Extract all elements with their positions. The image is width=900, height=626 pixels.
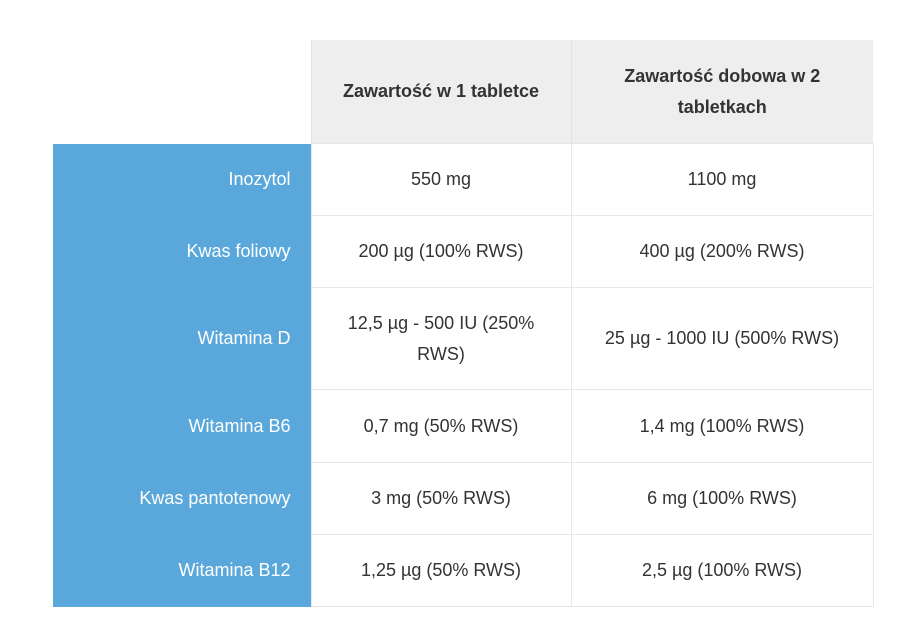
header-per-tablet: Zawartość w 1 tabletce: [310, 40, 571, 144]
cell-per-tablet: 1,25 µg (50% RWS): [310, 534, 571, 607]
table-row: Witamina D 12,5 µg - 500 IU (250% RWS) 2…: [53, 287, 874, 390]
header-daily-dose: Zawartość dobowa w 2 tabletkach: [570, 40, 873, 144]
table-row: Kwas foliowy 200 µg (100% RWS) 400 µg (2…: [53, 215, 874, 288]
row-label: Kwas foliowy: [53, 215, 311, 288]
row-label: Witamina B6: [53, 389, 311, 463]
table-row: Witamina B12 1,25 µg (50% RWS) 2,5 µg (1…: [53, 534, 874, 607]
cell-per-tablet: 3 mg (50% RWS): [310, 462, 571, 535]
header-corner: [53, 40, 311, 144]
cell-daily: 2,5 µg (100% RWS): [570, 534, 874, 607]
table-row: Witamina B6 0,7 mg (50% RWS) 1,4 mg (100…: [53, 389, 874, 463]
cell-daily: 25 µg - 1000 IU (500% RWS): [570, 287, 874, 390]
table-row: Kwas pantotenowy 3 mg (50% RWS) 6 mg (10…: [53, 462, 874, 535]
nutrition-table: Zawartość w 1 tabletce Zawartość dobowa …: [53, 40, 874, 607]
table-row: Inozytol 550 mg 1100 mg: [53, 143, 874, 216]
cell-per-tablet: 12,5 µg - 500 IU (250% RWS): [310, 287, 571, 390]
cell-daily: 6 mg (100% RWS): [570, 462, 874, 535]
cell-daily: 1100 mg: [570, 143, 874, 216]
row-label: Kwas pantotenowy: [53, 462, 311, 535]
cell-per-tablet: 550 mg: [310, 143, 571, 216]
cell-daily: 1,4 mg (100% RWS): [570, 389, 874, 463]
nutrition-table-container: Zawartość w 1 tabletce Zawartość dobowa …: [53, 40, 874, 607]
cell-daily: 400 µg (200% RWS): [570, 215, 874, 288]
row-label: Witamina D: [53, 287, 311, 390]
cell-per-tablet: 200 µg (100% RWS): [310, 215, 571, 288]
row-label: Witamina B12: [53, 534, 311, 607]
table-header-row: Zawartość w 1 tabletce Zawartość dobowa …: [53, 40, 873, 144]
cell-per-tablet: 0,7 mg (50% RWS): [310, 389, 571, 463]
row-label: Inozytol: [53, 143, 311, 216]
